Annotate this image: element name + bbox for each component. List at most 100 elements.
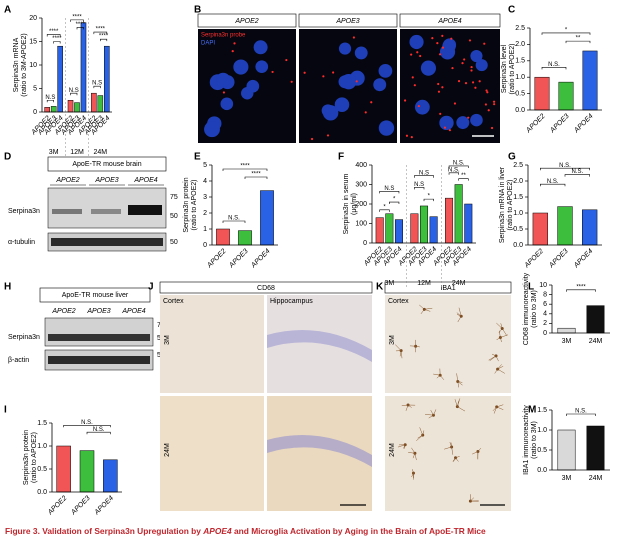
panel-letter: F bbox=[338, 152, 344, 163]
group-label: 3M bbox=[49, 149, 59, 156]
significance-bracket bbox=[448, 172, 459, 175]
significance-bracket bbox=[448, 165, 469, 168]
significance-bracket bbox=[100, 38, 108, 42]
process bbox=[405, 404, 409, 411]
process bbox=[496, 406, 504, 410]
significance-label: * bbox=[393, 197, 396, 203]
stain-label: CD68 bbox=[257, 285, 275, 292]
process bbox=[458, 307, 462, 317]
significance-bracket bbox=[541, 32, 591, 35]
bar bbox=[216, 228, 230, 246]
bar bbox=[91, 92, 97, 113]
probe-dot bbox=[332, 71, 335, 74]
nucleus bbox=[470, 113, 483, 127]
y-tick-label: 0 bbox=[363, 240, 367, 247]
significance-label: N.S. bbox=[548, 62, 560, 68]
y-tick-label: 0.0 bbox=[513, 242, 523, 249]
process bbox=[399, 350, 402, 357]
x-tick-label: 24M bbox=[589, 338, 603, 345]
bar bbox=[534, 76, 550, 111]
process bbox=[455, 456, 460, 459]
process bbox=[457, 381, 460, 388]
process bbox=[456, 373, 459, 382]
y-tick-label: 0.5 bbox=[515, 90, 525, 97]
significance-label: **** bbox=[576, 284, 586, 290]
bar bbox=[419, 205, 429, 244]
y-tick-label: 2.5 bbox=[513, 162, 523, 169]
process bbox=[498, 328, 503, 334]
significance-bracket bbox=[70, 19, 84, 22]
nucleus bbox=[456, 116, 470, 130]
probe-dot bbox=[484, 103, 488, 106]
probe-dot bbox=[322, 75, 325, 78]
blot-title: ApoE-TR mouse liver bbox=[62, 292, 129, 299]
significance-label: N.S. bbox=[93, 427, 105, 433]
panel-letter: I bbox=[4, 405, 7, 416]
x-tick-label: 3M bbox=[562, 338, 572, 345]
significance-label: N.S bbox=[414, 182, 424, 188]
significance-label: N.S bbox=[92, 81, 102, 87]
process bbox=[501, 328, 508, 336]
significance-bracket bbox=[458, 178, 469, 181]
probe-dot bbox=[463, 58, 466, 61]
panel-letter: E bbox=[194, 152, 201, 163]
significance-bracket bbox=[93, 85, 101, 89]
probe-dot bbox=[457, 80, 461, 83]
nucleus bbox=[373, 78, 387, 92]
y-tick-label: 0 bbox=[203, 242, 207, 249]
significance-label: **** bbox=[49, 29, 59, 35]
probe-dot bbox=[468, 39, 472, 42]
bar bbox=[50, 106, 57, 113]
nucleus bbox=[255, 60, 269, 74]
nucleus bbox=[338, 75, 352, 89]
probe-dot bbox=[326, 134, 330, 137]
nucleus bbox=[354, 46, 368, 60]
significance-bracket bbox=[564, 174, 590, 177]
bar bbox=[260, 190, 274, 246]
probe-dot bbox=[464, 82, 468, 85]
histology-j: CD68 Cortex Hippocampus 3M 24M bbox=[159, 281, 373, 511]
band-label: Serpina3n bbox=[8, 334, 40, 341]
region-label: Cortex bbox=[388, 298, 409, 305]
bar bbox=[557, 327, 576, 334]
probe-dot bbox=[370, 101, 373, 104]
bar bbox=[57, 45, 63, 113]
x-tick-label: APOE2 bbox=[46, 495, 68, 517]
significance-label: **** bbox=[76, 22, 86, 28]
nucleus bbox=[204, 121, 220, 138]
significance-bracket bbox=[414, 175, 434, 178]
significance-label: N.S bbox=[69, 88, 79, 94]
column-label: APOE3 bbox=[335, 18, 359, 25]
significance-label: **** bbox=[99, 34, 109, 40]
process bbox=[455, 457, 459, 462]
bar bbox=[79, 450, 95, 493]
y-tick-label: 2.0 bbox=[515, 41, 525, 48]
caption: Figure 3. Validation of Serpina3n Upregu… bbox=[5, 526, 486, 536]
significance-bracket bbox=[86, 431, 111, 435]
nucleus bbox=[439, 115, 454, 131]
probe-dot bbox=[441, 34, 444, 37]
band-label: Serpina3n bbox=[8, 208, 40, 215]
y-axis-label: Serpina3n in serum bbox=[343, 173, 350, 234]
process bbox=[407, 404, 412, 408]
bar bbox=[582, 50, 598, 111]
process bbox=[400, 350, 403, 359]
x-tick-label: APOE3 bbox=[70, 495, 92, 517]
nucleus bbox=[338, 42, 352, 55]
group-label: 12M bbox=[70, 149, 84, 156]
process bbox=[491, 353, 497, 357]
panel-letter: H bbox=[4, 282, 11, 293]
process bbox=[414, 453, 417, 461]
significance-bracket bbox=[244, 176, 268, 179]
legend-probe: Serpina3n probe bbox=[201, 33, 246, 39]
process bbox=[401, 404, 409, 406]
probe-dot bbox=[271, 70, 274, 74]
process bbox=[495, 355, 499, 362]
probe-dot bbox=[352, 36, 356, 39]
process bbox=[456, 314, 462, 317]
probe-dot bbox=[419, 54, 422, 58]
process bbox=[457, 316, 462, 323]
significance-label: N.S. bbox=[547, 179, 559, 185]
probe-dot bbox=[451, 66, 454, 70]
significance-label: **** bbox=[52, 36, 62, 42]
